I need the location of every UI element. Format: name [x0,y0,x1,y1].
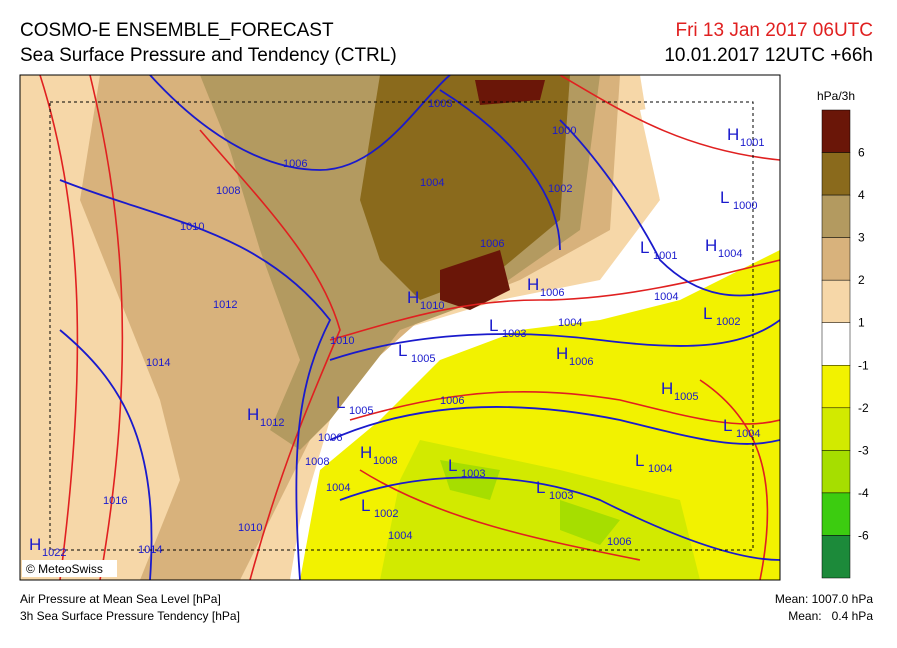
center-value: 1002 [716,316,740,328]
center-symbol: H [556,344,568,363]
center-symbol: L [723,416,732,435]
center-value: 1004 [718,248,742,260]
center-symbol: L [720,188,729,207]
center-symbol: H [29,535,41,554]
center-value: 1005 [349,405,373,417]
center-symbol: L [336,393,345,412]
isobar-label: 1004 [326,482,350,494]
title: COSMO-E ENSEMBLE_FORECAST [20,20,334,41]
isobar-label: 1008 [216,185,240,197]
isobar-label: 1006 [480,238,504,250]
center-symbol: L [640,238,649,257]
center-symbol: L [398,341,407,360]
colorbar-label: 1 [858,316,865,330]
isobar-label: 1004 [654,291,678,303]
colorbar-box [821,194,851,238]
colorbar-label: -2 [858,401,869,415]
colorbar-box [821,152,851,196]
isobar-label: 1002 [548,183,572,195]
copyright: © MeteoSwiss [26,562,103,576]
center-value: 1003 [461,468,485,480]
center-symbol: H [407,288,419,307]
isobar-label: 1010 [330,335,354,347]
colorbar-label: -4 [858,486,869,500]
isobar-label: 1006 [283,158,307,170]
center-value: 1005 [674,391,698,403]
isobar-label: 1006 [440,395,464,407]
valid-time: Fri 13 Jan 2017 06UTC [676,20,874,41]
colorbar-label: 4 [858,188,865,202]
center-value: 1001 [740,137,764,149]
isobar-label: 1014 [138,544,162,556]
center-symbol: L [635,451,644,470]
isobar-label: 1016 [103,495,127,507]
isobar-label: 1014 [146,357,170,369]
colorbar-box [821,535,851,579]
isobar-label: 1006 [318,432,342,444]
center-value: 1003 [549,490,573,502]
colorbar-box [821,279,851,323]
center-value: 1010 [420,300,444,312]
isobar-label: 1010 [238,522,262,534]
center-symbol: H [727,125,739,144]
subtitle: Sea Surface Pressure and Tendency (CTRL) [20,45,397,66]
center-symbol: L [703,304,712,323]
isobar-label: 1006 [607,536,631,548]
colorbar-box [821,365,851,409]
legend-title: hPa/3h [817,89,855,103]
isobar-labels: 1003 1000 1006 1004 1002 1008 1010 1006 1004 1012… [103,98,678,556]
colorbar-box [821,450,851,494]
center-value: 1004 [648,463,672,475]
center-value: 1022 [42,547,66,559]
colorbar-label: 6 [858,146,865,160]
center-value: 1012 [260,417,284,429]
footer-left: 3h Sea Surface Pressure Tendency [hPa] [20,609,240,623]
center-value: 1001 [653,250,677,262]
center-symbol: H [705,236,717,255]
center-symbol: L [489,316,498,335]
center-value: 1000 [733,200,757,212]
footer-left: Air Pressure at Mean Sea Level [hPa] [20,592,221,606]
map [19,74,781,581]
center-value: 1003 [502,328,526,340]
colorbar-label: -1 [858,358,869,372]
colorbar-label: 2 [858,273,865,287]
center-value: 1002 [374,508,398,520]
run-time: 10.01.2017 12UTC +66h [664,45,873,66]
center-value: 1006 [540,287,564,299]
footer-right: Mean: 1007.0 hPa [775,592,873,606]
center-symbol: H [661,379,673,398]
center-value: 1005 [411,353,435,365]
colorbar-box [821,492,851,536]
isobar-label: 1010 [180,221,204,233]
center-symbol: L [361,496,370,515]
colorbar-box [821,322,851,366]
center-value: 1008 [373,455,397,467]
colorbar: 6 4 3 2 1 -1 -2 -3 -4 -6 [821,109,869,579]
isobar-label: 1008 [305,456,329,468]
colorbar-box [821,109,851,153]
center-symbol: L [448,456,457,475]
colorbar-box [821,237,851,281]
colorbar-box [821,407,851,451]
isobar-label: 1000 [552,125,576,137]
center-symbol: L [536,478,545,497]
isobar-label: 1012 [213,299,237,311]
colorbar-label: -3 [858,443,869,457]
center-symbol: H [360,443,372,462]
isobar-label: 1003 [428,98,452,110]
center-value: 1006 [569,356,593,368]
colorbar-label: 3 [858,231,865,245]
center-symbol: H [247,405,259,424]
colorbar-label: -6 [858,528,869,542]
center-symbol: H [527,275,539,294]
footer-right: Mean: 0.4 hPa [788,609,873,623]
center-value: 1004 [736,428,760,440]
isobar-label: 1004 [420,177,444,189]
isobar-label: 1004 [558,317,582,329]
isobar-label: 1004 [388,530,412,542]
